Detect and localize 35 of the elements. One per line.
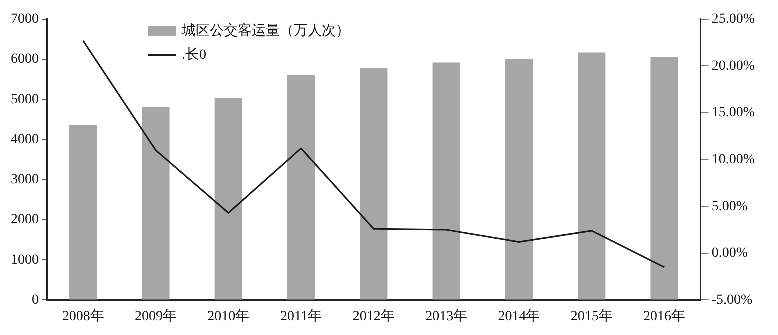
x-tick-label: 2008年	[62, 308, 104, 324]
x-tick-label: 2011年	[280, 308, 322, 324]
y2-tick-label: -5.00%	[712, 292, 753, 308]
y2-tick-label: 20.00%	[712, 58, 756, 74]
y-tick-label: 6000	[11, 52, 39, 68]
y2-tick-label: 5.00%	[712, 199, 748, 214]
y-tick-label: 3000	[11, 172, 39, 188]
bar	[650, 57, 678, 300]
y-tick-label: 5000	[11, 92, 39, 108]
bar	[214, 98, 242, 300]
bar	[70, 125, 98, 300]
y-tick-label: 1000	[11, 252, 39, 268]
x-tick-label: 2012年	[352, 308, 395, 324]
y2-tick-label: 0.00%	[712, 246, 748, 262]
bar	[360, 68, 388, 300]
x-tick-label: 2015年	[570, 308, 613, 324]
x-tick-label: 2016年	[644, 308, 686, 324]
bar	[287, 75, 316, 300]
y-tick-label: 4000	[11, 132, 39, 148]
legend-label: .长0	[182, 46, 206, 64]
y2-tick-label: 25.00%	[712, 12, 756, 28]
bar	[578, 52, 606, 300]
bar	[505, 60, 534, 300]
y-tick-label: 0	[32, 292, 39, 308]
y2-tick-label: 10.00%	[712, 152, 756, 168]
bar	[142, 107, 170, 300]
x-tick-label: 2013年	[426, 308, 468, 324]
x-tick-label: 2010年	[208, 308, 250, 324]
legend-label: 城区公交客运量（万人次）	[182, 22, 350, 40]
x-tick-label: 2009年	[134, 308, 177, 324]
y-tick-label: 2000	[11, 212, 39, 228]
y2-tick-label: 15.00%	[712, 106, 756, 121]
y-tick-label: 7000	[11, 12, 39, 28]
x-tick-label: 2014年	[498, 308, 540, 324]
bar	[432, 62, 460, 300]
